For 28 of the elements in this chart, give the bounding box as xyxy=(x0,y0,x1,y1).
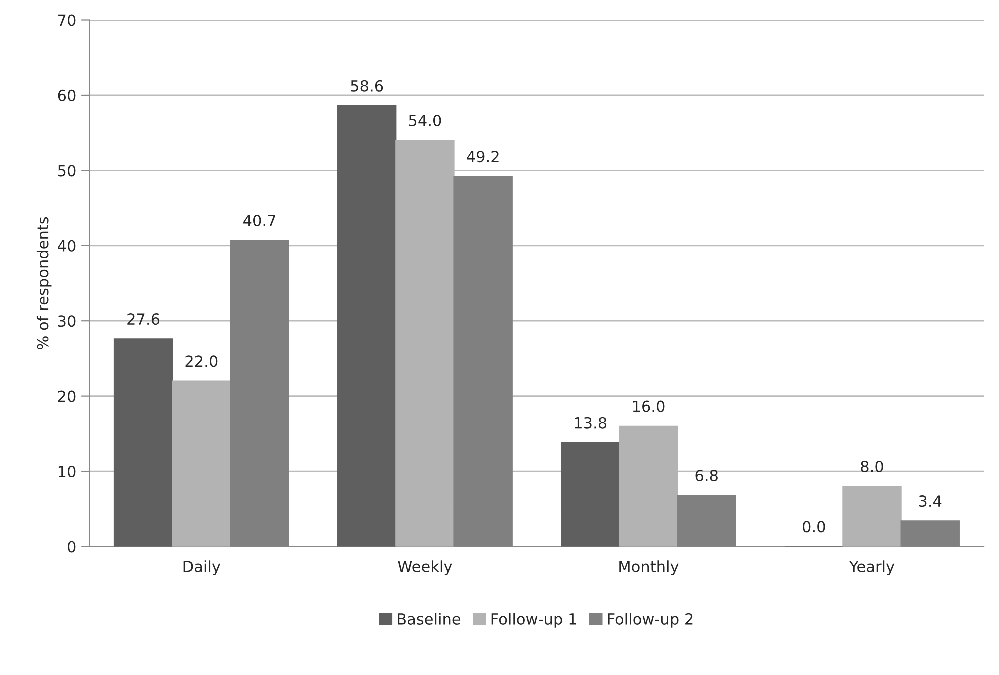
data-label: 3.4 xyxy=(919,496,942,508)
x-tick-label: Monthly xyxy=(620,560,679,576)
y-tick-label: 70 xyxy=(58,14,76,26)
x-tick-label: Daily xyxy=(184,560,221,576)
legend-label: Follow-up 1 xyxy=(492,613,576,628)
y-axis-title: % of respondents xyxy=(36,217,52,350)
data-label: 54.0 xyxy=(409,114,442,127)
data-label: 0.0 xyxy=(802,521,826,533)
data-label: 8.0 xyxy=(861,460,884,473)
data-label: 49.2 xyxy=(467,151,499,163)
data-label: 22.0 xyxy=(186,356,218,368)
data-label: 13.8 xyxy=(575,417,607,429)
y-tick-label: 0 xyxy=(68,541,76,553)
y-tick-label: 40 xyxy=(58,240,76,252)
x-tick-label: Weekly xyxy=(398,560,452,576)
y-tick-label: 60 xyxy=(58,90,76,102)
data-label: 16.0 xyxy=(633,400,665,412)
legend-label: Follow-up 2 xyxy=(608,613,693,628)
y-tick-label: 20 xyxy=(58,390,76,402)
data-label: 27.6 xyxy=(128,314,160,326)
data-label: 6.8 xyxy=(696,470,718,482)
legend-label: Baseline xyxy=(398,613,461,625)
y-tick-label: 50 xyxy=(58,165,76,177)
y-tick-label: 30 xyxy=(58,316,76,328)
y-tick-label: 10 xyxy=(58,466,76,478)
data-label: 58.6 xyxy=(351,80,384,92)
x-tick-label: Yearly xyxy=(849,560,895,576)
data-label: 40.7 xyxy=(244,215,276,227)
